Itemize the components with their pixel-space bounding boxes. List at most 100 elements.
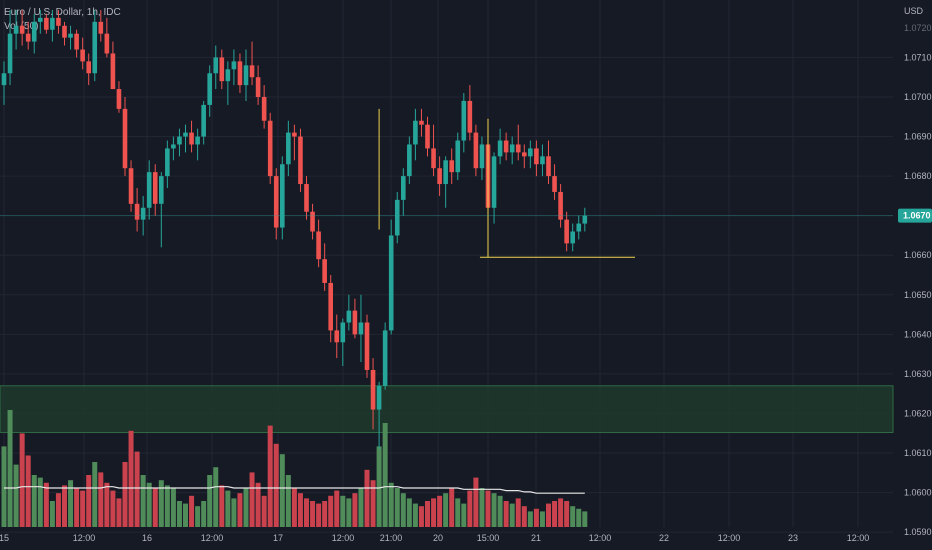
volume-bar	[521, 506, 527, 527]
volume-bar	[425, 501, 430, 527]
volume-bar	[527, 511, 533, 527]
candle	[225, 61, 231, 105]
candle	[213, 45, 219, 90]
candle	[564, 211, 569, 252]
volume-bar	[164, 485, 170, 527]
candle-body	[280, 164, 285, 228]
candle-body	[346, 310, 352, 323]
price-label: 1.0720	[904, 23, 932, 33]
time-axis[interactable]: 15 12:00 16 12:00 17 12:00 21:00 20 15:00 21 12:00…	[0, 533, 869, 543]
volume-bar	[370, 480, 376, 527]
time-label: 12:00	[718, 533, 741, 543]
volume-bar	[546, 503, 551, 527]
volume-bar	[62, 485, 67, 527]
candle	[304, 176, 309, 220]
candle	[195, 128, 200, 161]
candle	[376, 381, 382, 450]
time-label: 12:00	[589, 533, 612, 543]
candle-body	[86, 61, 91, 74]
candle	[473, 124, 479, 177]
candle-body	[165, 148, 170, 177]
candle-body	[322, 259, 327, 283]
candle	[80, 37, 85, 70]
volume-bar	[92, 462, 98, 527]
candle-body	[298, 136, 303, 185]
candle-body	[401, 176, 406, 200]
volume-bar	[291, 488, 297, 527]
candle-body	[431, 148, 436, 169]
candle-body	[334, 330, 340, 343]
candle-body	[479, 144, 485, 169]
candle	[13, 9, 19, 50]
volume-bar	[443, 493, 449, 527]
candle	[497, 128, 503, 165]
candle-body	[140, 207, 146, 220]
volume-bar	[37, 477, 43, 527]
candle	[68, 25, 73, 50]
candle	[183, 124, 188, 153]
volume-bar	[183, 503, 188, 527]
candle	[292, 124, 297, 161]
volume-bar	[334, 490, 340, 527]
volume-bar	[19, 433, 25, 527]
candle	[189, 120, 194, 153]
candle	[522, 144, 527, 169]
candle-body	[358, 322, 364, 335]
candle-body	[576, 223, 582, 232]
volume-bar	[134, 451, 140, 527]
candle-body	[261, 96, 267, 121]
volume-bar	[346, 498, 352, 527]
candle	[243, 49, 249, 101]
candle-body	[128, 168, 134, 204]
candle	[50, 9, 55, 42]
candle-body	[515, 144, 521, 153]
time-label: 16	[142, 533, 152, 543]
candle-body	[437, 168, 442, 185]
candle-body	[558, 191, 563, 220]
candle	[443, 156, 448, 208]
volume-bar	[316, 503, 322, 527]
volume-bar	[152, 488, 158, 527]
candle	[437, 156, 442, 196]
candle-body	[582, 215, 588, 224]
candle-body	[570, 231, 575, 244]
volume-bar	[176, 501, 182, 527]
volume-bar	[412, 503, 418, 527]
candle	[38, 9, 43, 34]
candle-body	[98, 21, 104, 34]
volume-bar	[310, 501, 316, 527]
symbol-title: Euro / U.S. Dollar, 1h, IDC	[4, 7, 121, 18]
price-label: 1.0640	[904, 329, 932, 339]
volume-bar	[340, 495, 346, 527]
candle	[503, 132, 509, 161]
candle-body	[273, 176, 279, 228]
candle	[31, 13, 37, 54]
candle	[74, 29, 79, 58]
candle-body	[255, 77, 261, 97]
volume-bar	[406, 498, 412, 527]
candle	[346, 294, 352, 331]
candle	[370, 358, 376, 430]
candle-body	[80, 49, 85, 62]
candle-body	[44, 17, 49, 30]
candle	[407, 136, 412, 185]
price-axis[interactable]: USD 1.0720 1.0710 1.0700 1.0690 1.0680 1.0670 1…	[898, 6, 932, 537]
candle	[231, 49, 237, 86]
volume-bar	[104, 482, 110, 527]
candle-body	[152, 172, 158, 204]
price-label: 1.0680	[904, 171, 932, 181]
candle-body	[564, 219, 569, 244]
candle	[388, 219, 394, 335]
support-zone	[0, 385, 894, 433]
volume-bar	[68, 480, 74, 527]
candle	[171, 136, 176, 161]
candle	[207, 65, 212, 117]
candle-body	[213, 57, 219, 74]
volume-bar	[552, 501, 558, 527]
volume-bar	[7, 410, 13, 527]
candle	[576, 215, 582, 240]
candle-body	[286, 132, 291, 165]
volume-bar	[74, 488, 80, 527]
volume-bar	[322, 501, 328, 527]
